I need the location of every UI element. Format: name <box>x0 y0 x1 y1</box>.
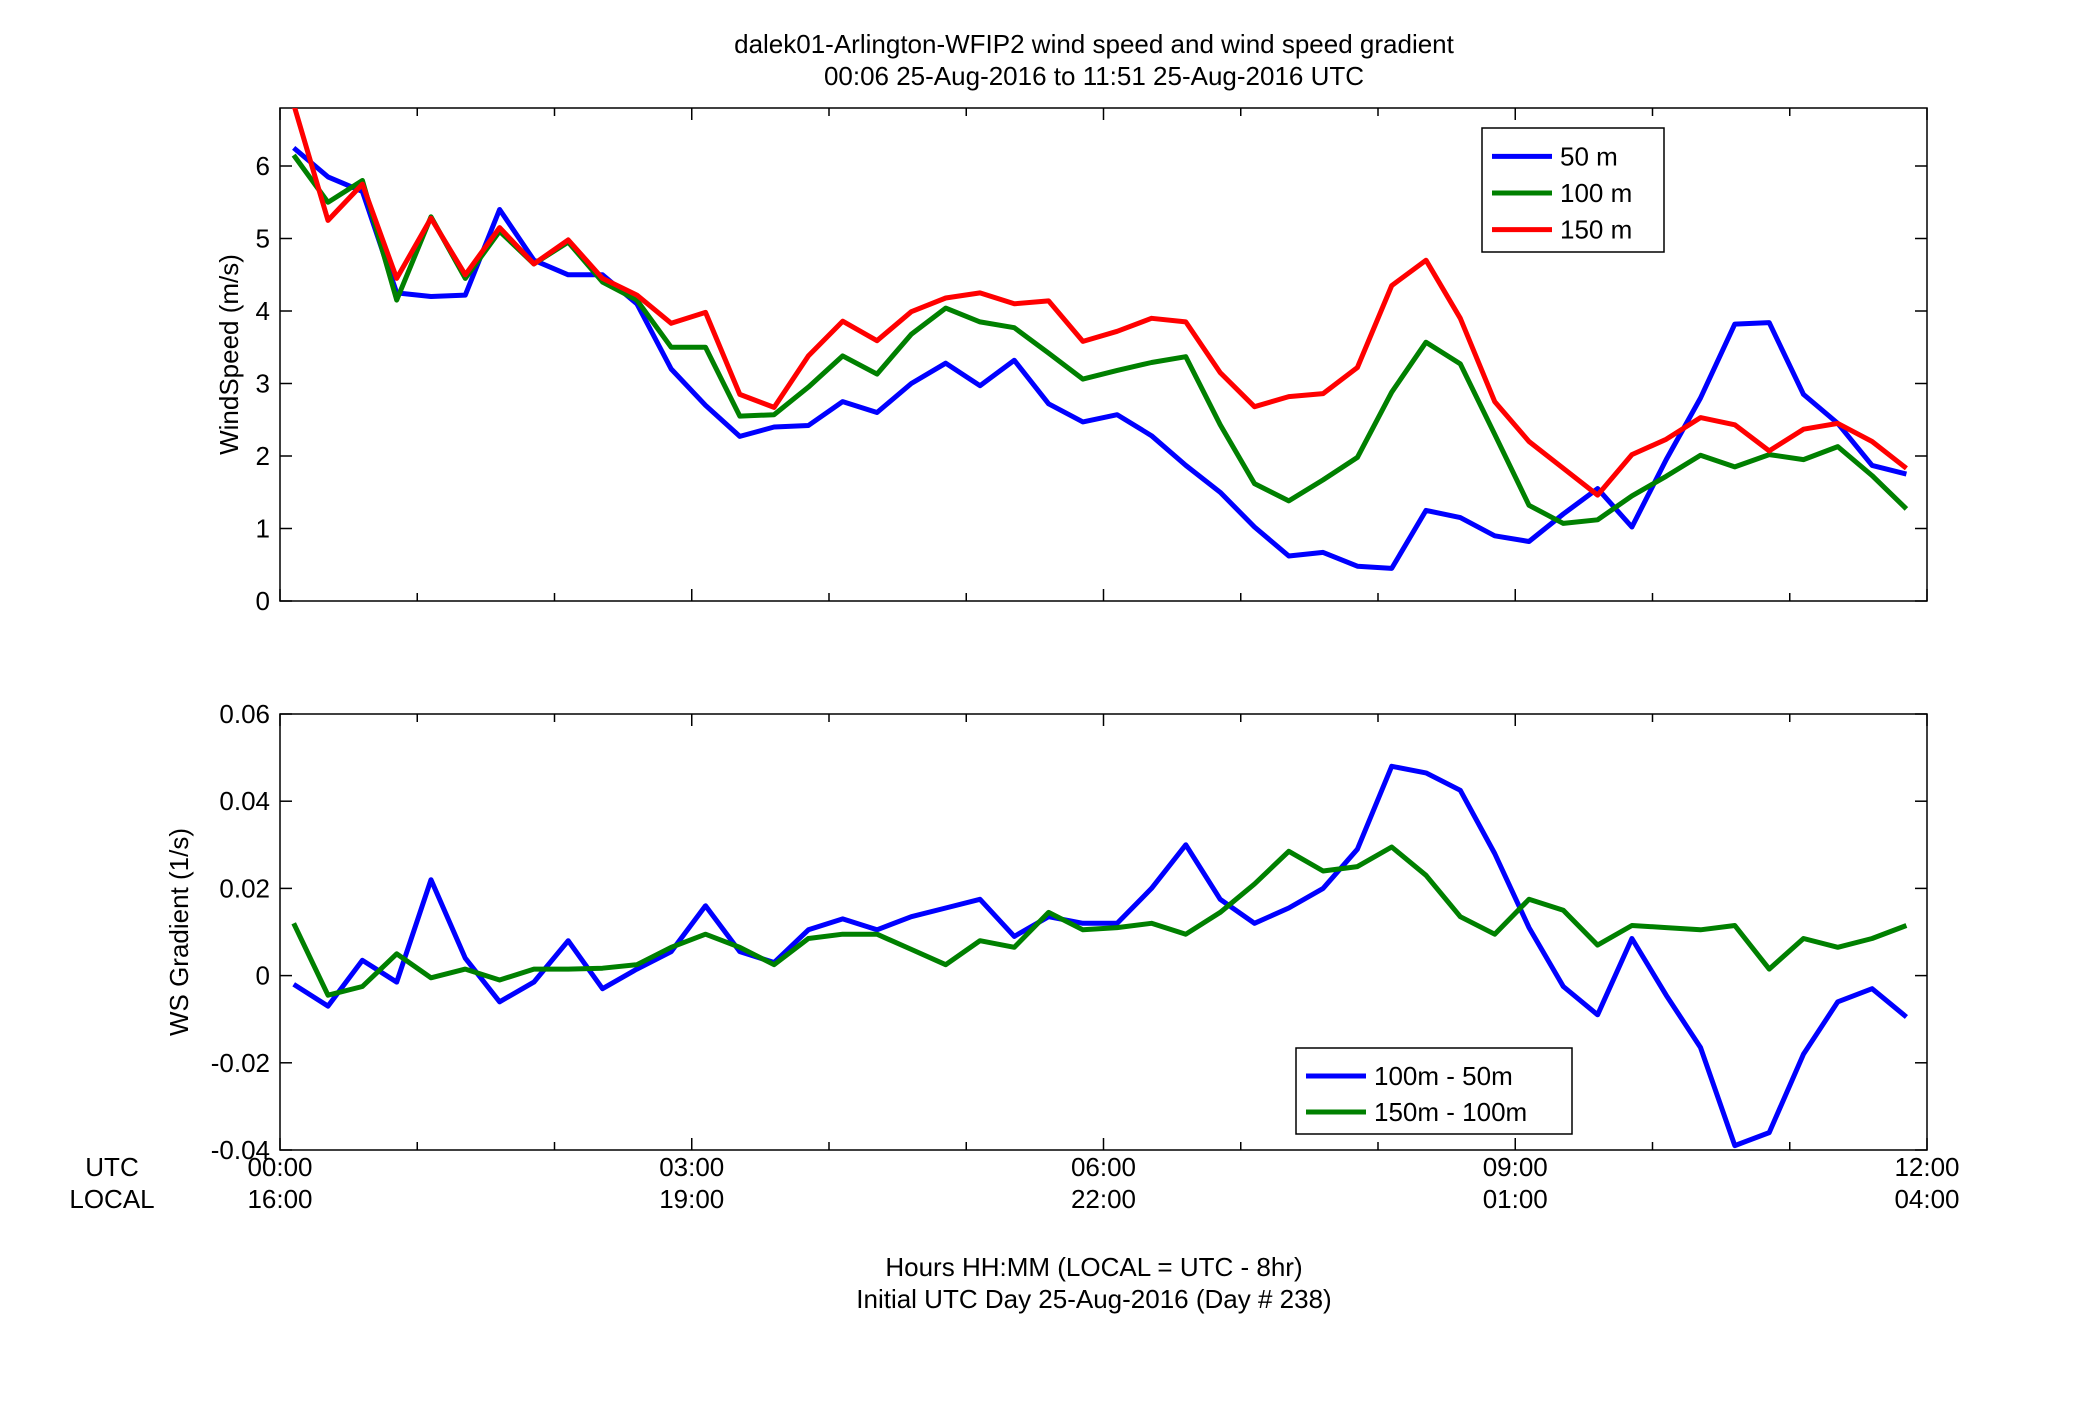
x-tick-label-local: 22:00 <box>1071 1184 1136 1214</box>
legend-entry: 50 m <box>1560 141 1618 171</box>
legend-box <box>1295 1047 1573 1135</box>
x-tick-label-local: 01:00 <box>1483 1184 1548 1214</box>
x-tick-label-utc: 09:00 <box>1483 1152 1548 1182</box>
y-tick-label: 0.06 <box>219 699 270 729</box>
y-tick-label: 0 <box>256 961 270 991</box>
x-tick-label-utc: 00:00 <box>247 1152 312 1182</box>
y-tick-label: -0.02 <box>211 1048 270 1078</box>
series-line-100m-50m <box>292 763 1908 1149</box>
series-line-150m <box>292 108 1908 498</box>
x-tick-label-utc: 06:00 <box>1071 1152 1136 1182</box>
chart-title-line1: dalek01-Arlington-WFIP2 wind speed and w… <box>734 29 1455 59</box>
y-tick-label: 0.04 <box>219 786 270 816</box>
y-tick-label: 0 <box>256 586 270 616</box>
series-line-50m <box>292 145 1908 571</box>
legend-entry: 150 m <box>1560 215 1632 245</box>
y-tick-label: 5 <box>256 224 270 254</box>
legend-entry: 150m - 100m <box>1374 1097 1527 1127</box>
gradient-panel: -0.04 -0.02 0 0.02 0.04 0.06 WS Gradient (1/s)… <box>164 699 1928 1165</box>
x-tick-label-local: 16:00 <box>247 1184 312 1214</box>
y-axis-label: WS Gradient (1/s) <box>164 828 194 1036</box>
x-tick-label-local: 04:00 <box>1894 1184 1959 1214</box>
y-tick-label: 6 <box>256 151 270 181</box>
y-tick-label: -0.04 <box>211 1135 270 1165</box>
legend-entry: 100m - 50m <box>1374 1061 1513 1091</box>
y-tick-label: 2 <box>256 441 270 471</box>
utc-row-label: UTC <box>85 1152 138 1182</box>
windspeed-panel: 0 1 2 3 4 5 6 WindSpeed (m/s) 50 m 100 m 150 m <box>214 107 1928 616</box>
plot-frame <box>279 713 1928 1151</box>
y-tick-label: 3 <box>256 369 270 399</box>
x-tick-label-utc: 03:00 <box>659 1152 724 1182</box>
chart-title-line2: 00:06 25-Aug-2016 to 11:51 25-Aug-2016 U… <box>824 61 1364 91</box>
x-tick-label-utc: 12:00 <box>1894 1152 1959 1182</box>
legend-entry: 100 m <box>1560 178 1632 208</box>
local-row-label: LOCAL <box>69 1184 154 1214</box>
legend: 100m - 50m 150m - 100m <box>1295 1047 1573 1135</box>
series-line-150m-100m <box>291 844 1908 998</box>
y-tick-label: 1 <box>256 514 270 544</box>
y-tick-label: 4 <box>256 296 270 326</box>
legend: 50 m 100 m 150 m <box>1481 127 1665 253</box>
x-tick-label-local: 19:00 <box>659 1184 724 1214</box>
x-axis-label-line2: Initial UTC Day 25-Aug-2016 (Day # 238) <box>856 1284 1331 1314</box>
x-axis-label-line1: Hours HH:MM (LOCAL = UTC - 8hr) <box>885 1252 1302 1282</box>
y-tick-label: 0.02 <box>219 873 270 903</box>
y-axis-label: WindSpeed (m/s) <box>214 254 244 455</box>
plot-frame <box>279 107 1928 602</box>
